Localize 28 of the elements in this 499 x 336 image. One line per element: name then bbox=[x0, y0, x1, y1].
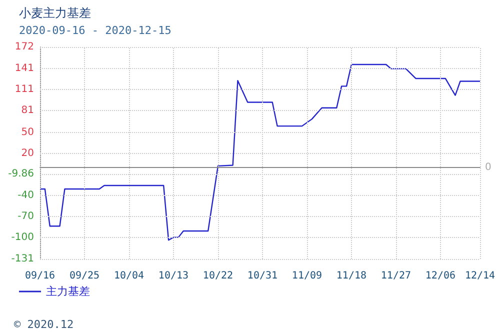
x-tick-label: 10/22 bbox=[202, 270, 234, 282]
y-tick-label: 111 bbox=[14, 84, 34, 96]
x-tick-label: 10/13 bbox=[158, 270, 189, 282]
x-tick-label: 11/27 bbox=[380, 270, 412, 282]
ref-line-label: 0 bbox=[485, 162, 492, 173]
y-tick-label: 172 bbox=[14, 42, 34, 52]
chart-title: 小麦主力基差 bbox=[19, 6, 91, 20]
x-tick-label: 09/25 bbox=[69, 270, 100, 282]
y-tick-label: 81 bbox=[21, 105, 34, 116]
x-tick-label: 10/04 bbox=[114, 270, 144, 282]
y-tick-label: -9.86 bbox=[8, 168, 34, 180]
x-tick-label: 09/16 bbox=[24, 270, 56, 282]
x-tick-label: 11/18 bbox=[336, 270, 367, 282]
text: © 2020.12 bbox=[14, 318, 74, 331]
y-tick-label: 50 bbox=[21, 126, 34, 138]
x-tick-label: 10/31 bbox=[247, 270, 278, 282]
y-tick-label: -100 bbox=[11, 232, 34, 243]
legend-label: 主力基差 bbox=[46, 285, 90, 298]
line-series bbox=[39, 64, 481, 241]
y-tick-label: -131 bbox=[11, 254, 34, 264]
y-tick-label: -40 bbox=[18, 190, 34, 201]
y-tick-label: -70 bbox=[18, 210, 34, 222]
chart-subtitle: 2020-09-16 - 2020-12-15 bbox=[19, 24, 172, 37]
x-tick-label: 11/09 bbox=[292, 270, 322, 282]
y-tick-label: 20 bbox=[21, 148, 34, 159]
x-tick-label: 12/14 bbox=[464, 270, 496, 282]
y-tick-label: 141 bbox=[14, 63, 34, 74]
x-tick-label: 12/06 bbox=[425, 270, 456, 282]
